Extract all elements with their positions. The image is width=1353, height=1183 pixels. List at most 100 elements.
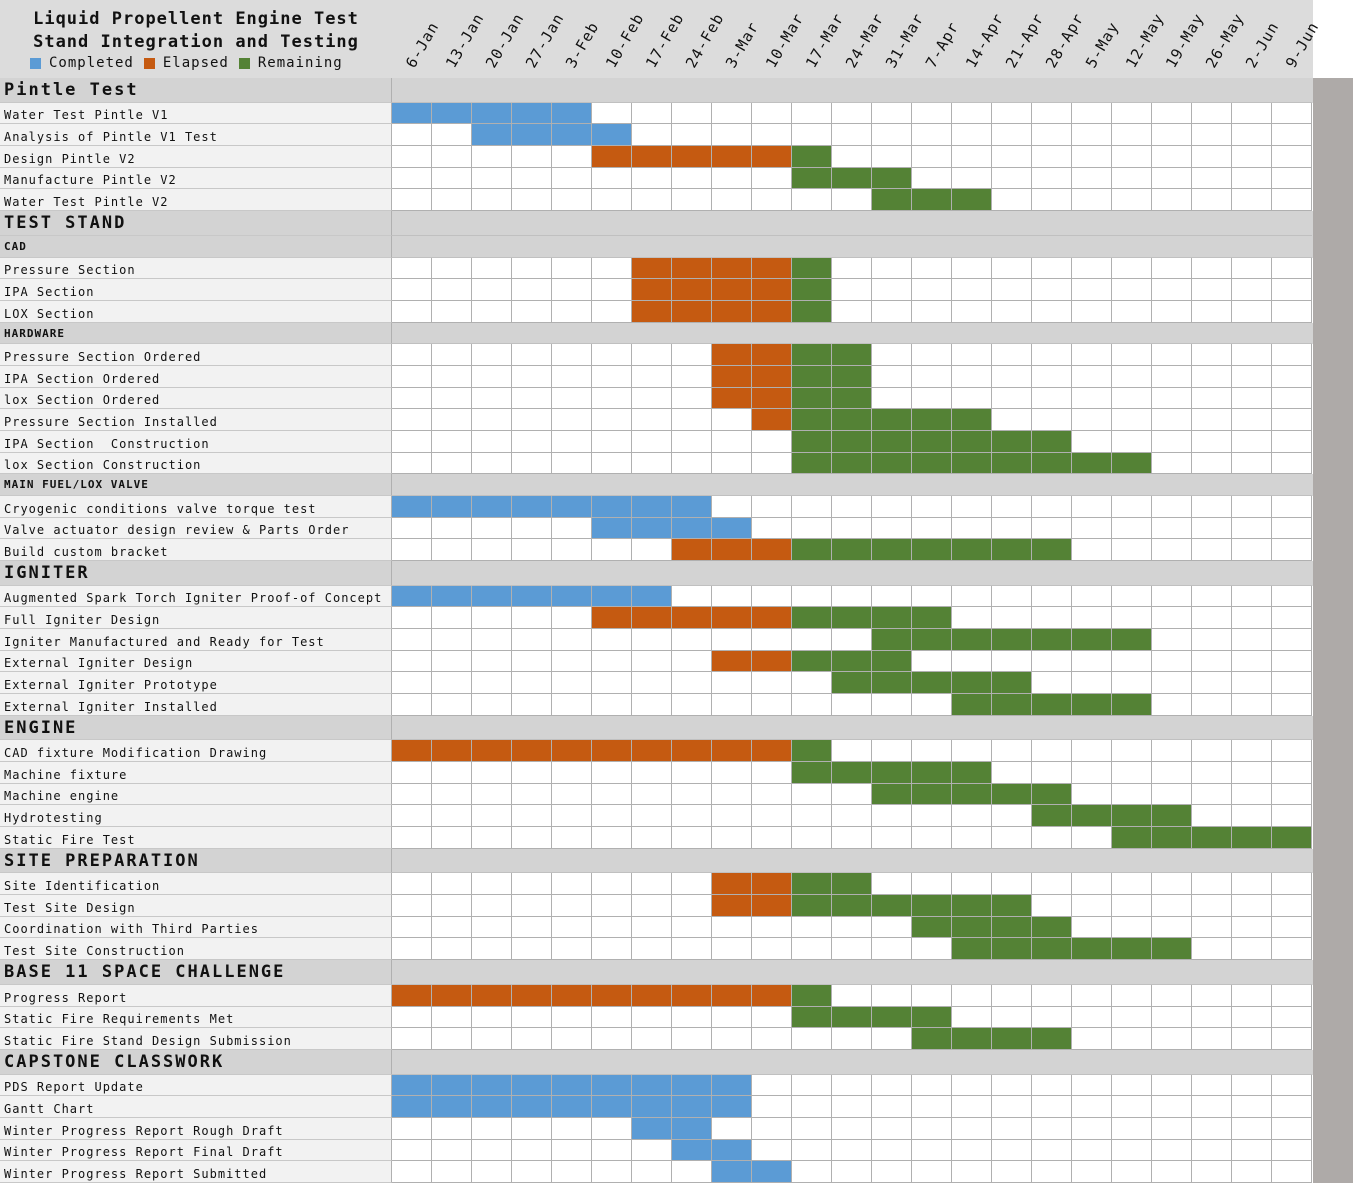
grid-cell (1232, 431, 1272, 453)
grid-cell (1072, 168, 1112, 189)
grid-cell (832, 1161, 872, 1183)
grid-cell (632, 784, 672, 805)
bar-cell-remaining (832, 1007, 872, 1028)
bar-cell-remaining (1072, 938, 1112, 960)
grid-cell (1032, 518, 1072, 539)
grid-cell (672, 1007, 712, 1028)
header-fill-cell (1152, 1050, 1192, 1075)
task-label: Static Fire Test (0, 827, 392, 849)
grid-cell (952, 805, 992, 827)
grid-cell (512, 827, 552, 849)
bar-cell-elapsed (712, 985, 752, 1007)
task-row: Igniter Manufactured and Ready for Test (0, 629, 1313, 651)
header-fill-cell (952, 849, 992, 873)
grid-cell (1192, 651, 1232, 672)
grid-cell (1232, 694, 1272, 716)
grid-cell (792, 1161, 832, 1183)
week-label: 28-Apr (1032, 0, 1088, 78)
grid-cell (712, 453, 752, 474)
grid-cell (432, 1140, 472, 1161)
bar-cell-remaining (832, 607, 872, 629)
header-fill-cell (992, 960, 1032, 985)
grid-cell (1152, 496, 1192, 518)
grid-cell (832, 1118, 872, 1140)
grid-cell (672, 409, 712, 431)
grid-cell (1032, 388, 1072, 409)
task-row: CAD fixture Modification Drawing (0, 740, 1313, 762)
header-fill-cell (992, 211, 1032, 236)
grid-cell (1232, 1140, 1272, 1161)
task-label: Water Test Pintle V2 (0, 189, 392, 211)
grid-cell (1192, 189, 1232, 211)
grid-cell (512, 146, 552, 168)
grid-cell (672, 124, 712, 146)
bar-cell-completed (712, 1140, 752, 1161)
grid-cell (592, 784, 632, 805)
grid-cell (392, 694, 432, 716)
bar-cell-remaining (992, 453, 1032, 474)
bar-cell-remaining (792, 539, 832, 561)
grid-cell (1272, 301, 1312, 323)
grid-cell (912, 1140, 952, 1161)
grid-cell (912, 168, 952, 189)
grid-cell (792, 496, 832, 518)
bar-cell-remaining (832, 762, 872, 784)
grid-cell (552, 917, 592, 938)
bar-cell-elapsed (712, 301, 752, 323)
grid-cell (1232, 366, 1272, 388)
header-fill-cell (592, 1050, 632, 1075)
grid-cell (952, 1007, 992, 1028)
bar-cell-elapsed (672, 258, 712, 279)
header-fill-cell (1112, 236, 1152, 258)
grid-cell (1112, 388, 1152, 409)
header-fill-cell (992, 716, 1032, 740)
header-fill-cell (1032, 716, 1072, 740)
bar-cell-elapsed (712, 740, 752, 762)
grid-cell (432, 168, 472, 189)
grid-cell (1272, 103, 1312, 124)
task-row: Build custom bracket (0, 539, 1313, 561)
grid-cell (512, 344, 552, 366)
grid-cell (1112, 1118, 1152, 1140)
grid-cell (472, 388, 512, 409)
grid-cell (752, 917, 792, 938)
header-fill-cell (432, 236, 472, 258)
section-header-row: Pintle Test (0, 78, 1313, 103)
header-fill-cell (552, 849, 592, 873)
header-fill-cell (1192, 561, 1232, 586)
header-fill-cell (1232, 561, 1272, 586)
grid-cell (1112, 873, 1152, 895)
grid-cell (1192, 124, 1232, 146)
grid-cell (552, 146, 592, 168)
grid-cell (872, 1161, 912, 1183)
grid-cell (392, 672, 432, 694)
grid-cell (912, 1118, 952, 1140)
bar-cell-completed (552, 1096, 592, 1118)
grid-cell (392, 651, 432, 672)
grid-cell (472, 762, 512, 784)
bar-cell-completed (392, 103, 432, 124)
bar-cell-remaining (952, 189, 992, 211)
bar-cell-elapsed (632, 146, 672, 168)
grid-cell (432, 694, 472, 716)
grid-cell (472, 607, 512, 629)
bar-cell-remaining (912, 895, 952, 917)
header-fill-cell (1072, 960, 1112, 985)
task-label: CAD fixture Modification Drawing (0, 740, 392, 762)
bar-cell-elapsed (712, 388, 752, 409)
task-row: Winter Progress Report Final Draft (0, 1140, 1313, 1161)
header-fill-cell (632, 211, 672, 236)
bar-cell-elapsed (512, 740, 552, 762)
grid-cell (512, 409, 552, 431)
grid-cell (1152, 784, 1192, 805)
grid-cell (712, 1118, 752, 1140)
grid-cell (632, 1161, 672, 1183)
bar-cell-remaining (992, 1028, 1032, 1050)
bar-cell-remaining (832, 873, 872, 895)
grid-cell (992, 827, 1032, 849)
bar-cell-remaining (872, 629, 912, 651)
subsection-header-row: MAIN FUEL/LOX VALVE (0, 474, 1313, 496)
header-fill-cell (432, 474, 472, 496)
bar-cell-remaining (952, 938, 992, 960)
bar-cell-elapsed (712, 539, 752, 561)
